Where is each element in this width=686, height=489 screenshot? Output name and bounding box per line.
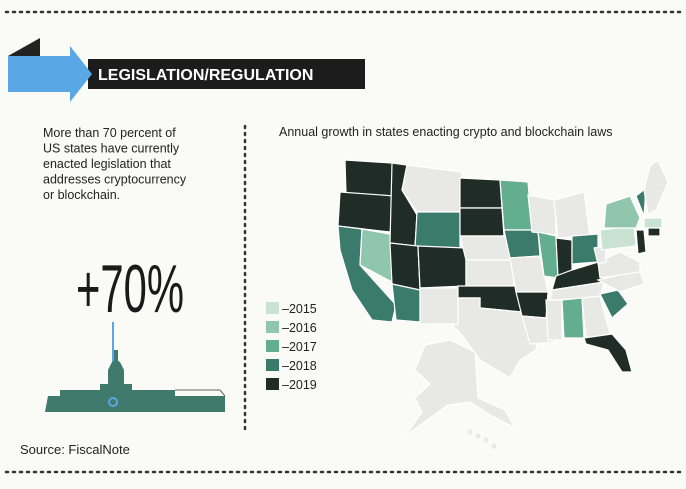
state [553,191,591,239]
legend-swatch [266,340,279,352]
state [483,437,489,443]
state [465,259,515,287]
state [419,287,459,325]
state [389,242,421,291]
state [417,245,467,289]
legend-swatch [266,378,279,390]
capitol [45,350,225,412]
legend-swatch [266,302,279,314]
intro-line: enacted legislation that [43,157,171,171]
state [404,339,517,437]
state [647,227,661,237]
state [561,297,585,339]
state [459,207,505,237]
state [467,429,473,435]
state [475,433,481,439]
legend-label: –2017 [282,340,317,354]
state [643,159,669,215]
state [597,251,641,279]
state [545,299,563,341]
state [527,194,557,236]
legend-swatch [266,321,279,333]
state [599,289,629,319]
state [635,229,647,255]
state [635,186,647,217]
state [503,229,541,259]
state [459,177,503,209]
state [491,443,497,449]
state [344,159,396,197]
legend-label: –2015 [282,302,317,316]
state [414,211,461,249]
legend-swatch [266,359,279,371]
state [450,297,541,379]
us-map [337,159,669,449]
state [391,283,421,323]
intro-line: More than 70 percent of [43,126,176,140]
legend-label: –2019 [282,378,317,392]
header-title: LEGISLATION/REGULATION [98,67,313,84]
state [583,333,633,373]
banner [88,59,365,89]
banner-fold [8,38,40,56]
source: Source: FiscalNote [20,442,130,457]
intro-line: or blockchain. [43,188,120,202]
state [603,195,641,229]
legend-label: –2016 [282,321,317,335]
state [643,217,663,229]
state [599,225,637,251]
banner-arrow [8,46,92,102]
capitol-outline [175,389,226,397]
stat-pointer-dot [108,397,118,407]
state [337,191,396,233]
stat-value: +70% [76,251,184,327]
intro-text: More than 70 percent of US states have cu… [43,126,187,202]
intro-line: addresses cryptocurrency [43,173,187,187]
state [459,235,513,261]
legend-label: –2018 [282,359,317,373]
state [499,179,533,231]
intro-line: US states have currently [43,142,180,156]
map-title: Annual growth in states enacting crypto … [279,125,613,139]
legend: –2015 –2016 –2017 –2018 –2019 [266,302,317,392]
